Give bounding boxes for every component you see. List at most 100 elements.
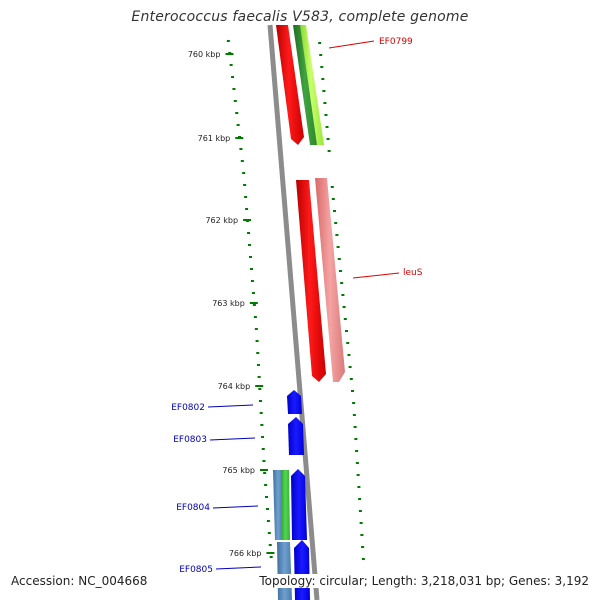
track-dot	[355, 462, 359, 464]
scale-dot	[255, 340, 259, 342]
accession-text: Accession: NC_004668	[9, 574, 150, 588]
label-leader-line	[207, 404, 254, 408]
scale-dot	[239, 148, 243, 150]
track-curve-dots	[318, 42, 365, 560]
scale-dot	[245, 208, 249, 210]
track-dot	[326, 138, 330, 140]
track-dot	[351, 390, 354, 392]
scale-dot	[264, 484, 268, 486]
scale-dot	[249, 268, 253, 270]
track-dot	[333, 210, 336, 212]
scale-dot	[248, 244, 252, 246]
track-dot	[324, 114, 328, 116]
scale-tick-label: 761 kbp	[198, 134, 231, 143]
scale-dot	[244, 196, 248, 198]
track-dot	[345, 330, 348, 332]
scale-dot	[252, 304, 256, 306]
track-dot	[340, 282, 344, 284]
track-dot	[334, 222, 338, 224]
track-dot	[336, 246, 340, 248]
scale-dot	[233, 100, 237, 102]
gene-feature	[277, 542, 292, 600]
scale-tick-label: 765 kbp	[222, 466, 255, 475]
scale-dot	[248, 256, 252, 258]
track-dot	[354, 438, 358, 440]
scale-dot	[226, 40, 230, 42]
scale-dot	[232, 88, 236, 90]
scale-dot	[251, 292, 255, 294]
track-dot	[358, 498, 362, 500]
track-dot	[348, 366, 352, 368]
scale-dot	[243, 184, 247, 186]
gene-label[interactable]: EF0803	[173, 435, 207, 445]
scale-dot	[247, 232, 251, 234]
scale-tick-mark	[266, 552, 275, 554]
gene-feature	[296, 180, 326, 382]
scale-tick-mark	[249, 302, 258, 304]
scale-dot	[267, 532, 271, 534]
scale-dot	[269, 556, 273, 558]
track-dot	[342, 306, 346, 308]
scale-dot	[256, 352, 260, 354]
label-leader-line	[215, 566, 262, 570]
scale-tick-label: 760 kbp	[188, 50, 221, 59]
scale-dot	[263, 472, 267, 474]
track-dot	[339, 270, 342, 272]
track-dot	[353, 426, 357, 428]
track-dot	[356, 474, 360, 476]
track-dot	[318, 42, 322, 44]
gene-label[interactable]: leuS	[403, 268, 423, 278]
track-dot	[337, 258, 341, 260]
gene-label[interactable]: EF0802	[171, 403, 205, 413]
genome-info-text: Topology: circular; Length: 3,218,031 bp…	[257, 574, 591, 588]
label-leader-line	[328, 40, 375, 49]
gene-feature	[315, 178, 345, 382]
gene-label[interactable]: EF0804	[176, 503, 210, 513]
track-dot	[347, 354, 351, 356]
track-dot	[325, 126, 329, 128]
genome-backbone	[267, 24, 320, 600]
label-leader-line	[212, 505, 259, 509]
gene-feature	[281, 470, 290, 540]
track-dot	[321, 78, 325, 80]
gene-label[interactable]: EF0805	[179, 565, 213, 575]
scale-dot	[231, 76, 235, 78]
scale-dot	[265, 508, 269, 510]
label-leader-line	[209, 437, 256, 441]
gene-feature	[291, 469, 307, 540]
scale-dot	[250, 280, 254, 282]
track-dot	[341, 294, 345, 296]
scale-dot	[261, 448, 265, 450]
scale-dot	[236, 124, 240, 126]
label-leader-line	[352, 272, 400, 279]
scale-tick-label: 763 kbp	[212, 299, 245, 308]
track-dot	[361, 558, 365, 560]
scale-dot	[266, 520, 270, 522]
track-dot	[322, 90, 326, 92]
scale-dot	[260, 424, 264, 426]
track-dot	[357, 486, 361, 488]
track-dot	[331, 198, 335, 200]
track-dot	[360, 534, 364, 536]
track-dot	[320, 66, 324, 68]
track-dot	[330, 186, 334, 188]
track-dot	[346, 342, 350, 344]
gene-feature	[273, 470, 283, 540]
scale-dot	[240, 160, 244, 162]
track-dot	[335, 234, 339, 236]
scale-dot	[265, 496, 269, 498]
scale-dot	[258, 388, 262, 390]
scale-dot	[257, 376, 261, 378]
track-dot	[323, 102, 327, 104]
scale-dot	[235, 112, 239, 114]
gene-feature	[293, 25, 317, 145]
gene-label[interactable]: EF0799	[379, 37, 413, 47]
scale-tick-mark	[255, 385, 264, 387]
scale-tick-mark	[235, 137, 244, 139]
track-dot	[319, 54, 323, 56]
gene-feature	[287, 390, 302, 414]
scale-dot	[242, 172, 246, 174]
track-dot	[358, 510, 362, 512]
scale-tick-mark	[260, 469, 268, 471]
